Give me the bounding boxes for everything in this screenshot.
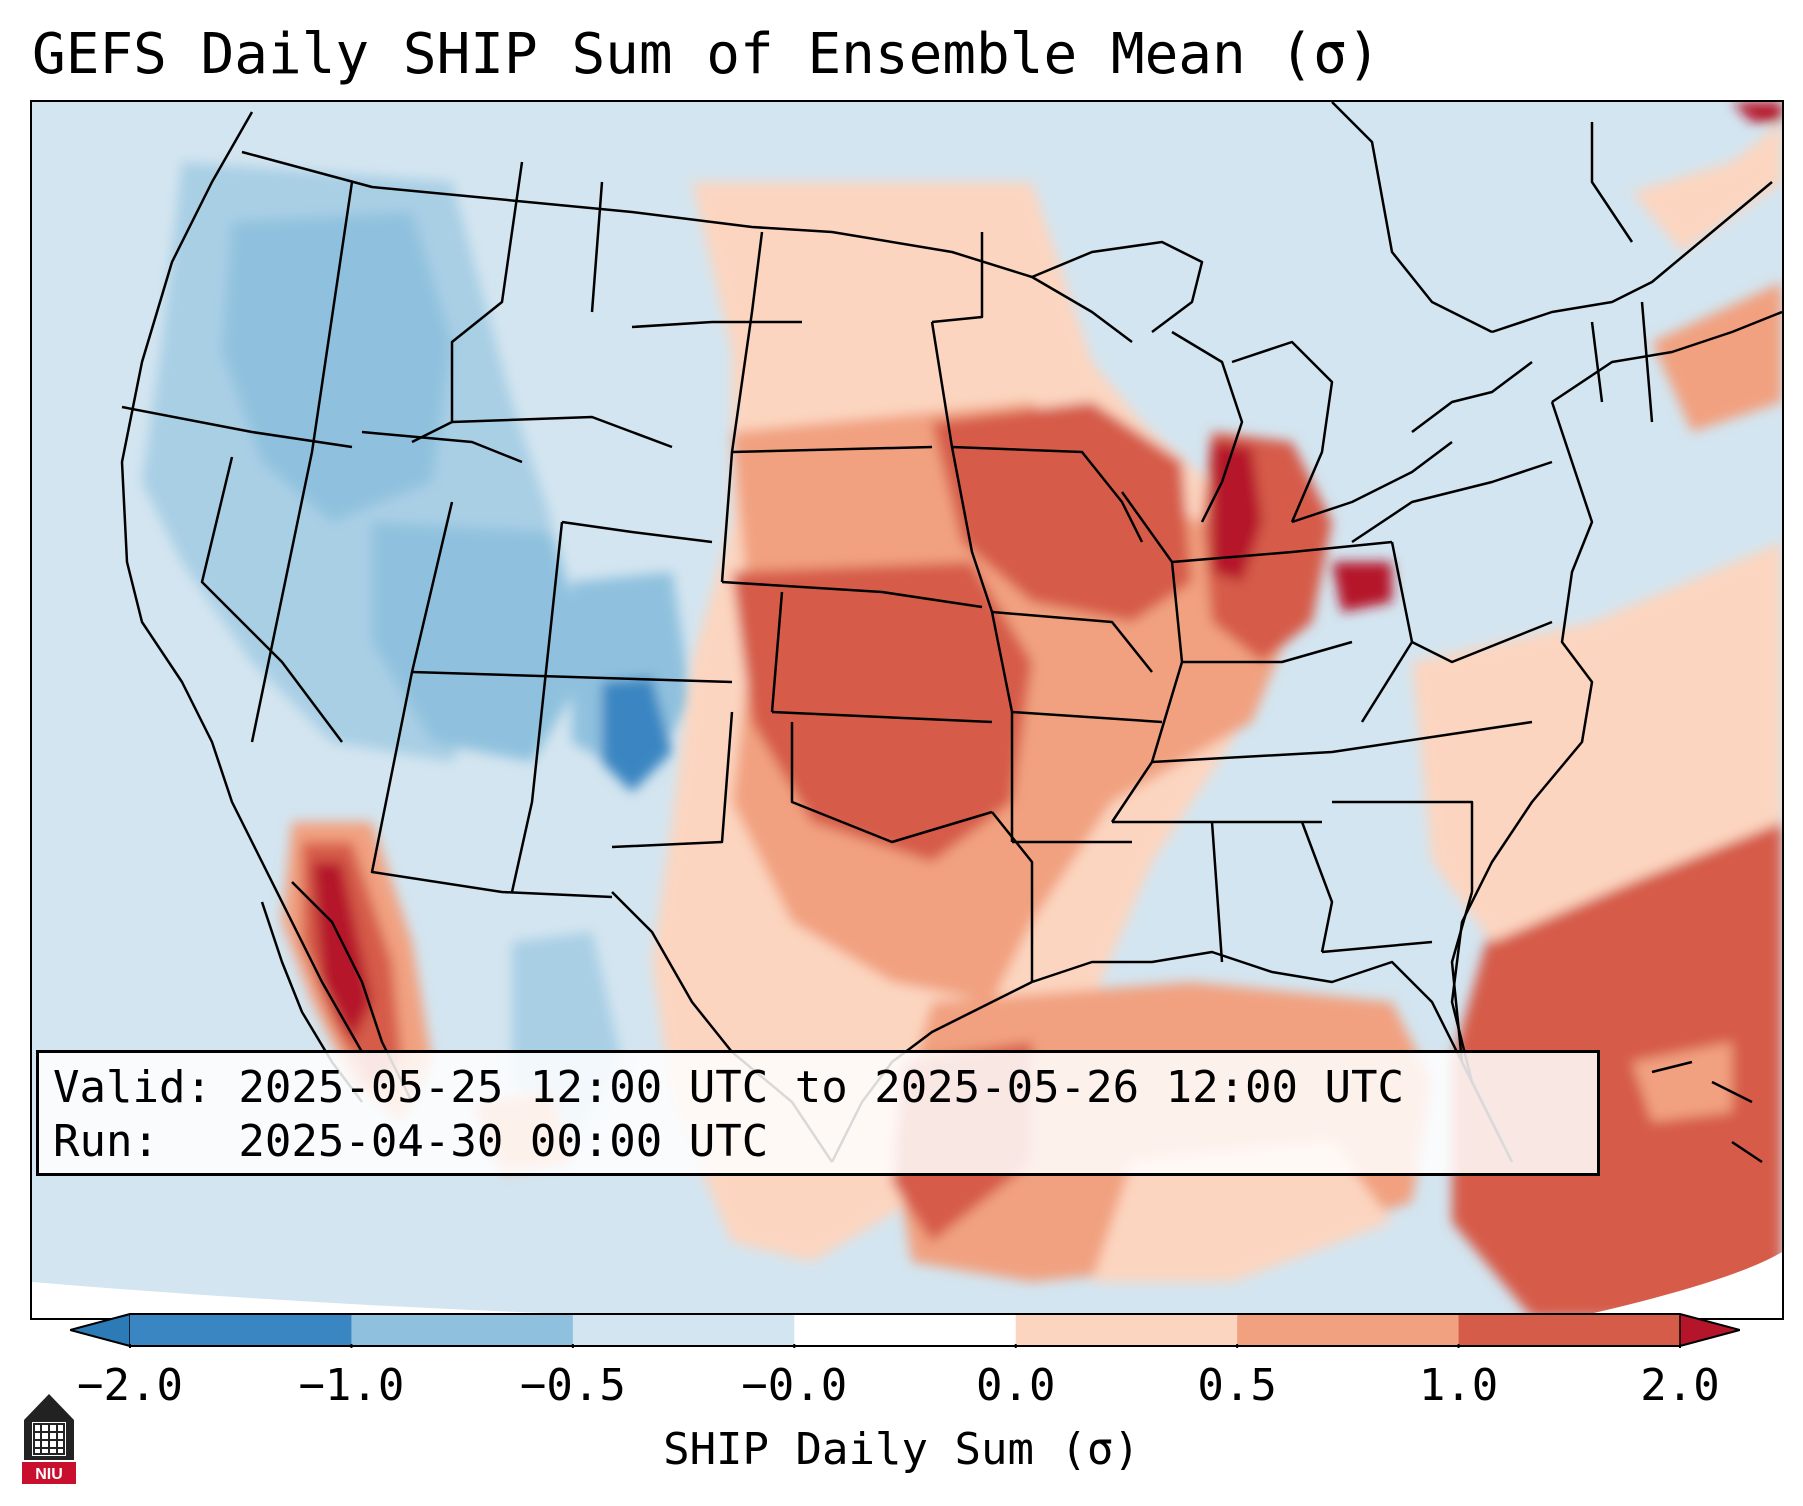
valid-line: Valid: 2025-05-25 12:00 UTC to 2025-05-2…	[53, 1062, 1405, 1113]
colorbar-segment	[1237, 1314, 1460, 1346]
university-seal-icon: NIU	[22, 1394, 76, 1484]
colorbar-tick-label: −0.5	[519, 1360, 626, 1411]
colorbar-extend-high	[1679, 1313, 1740, 1347]
negative-anomaly-region	[142, 162, 692, 1142]
colorbar-segment	[130, 1314, 352, 1346]
run-line: Run: 2025-04-30 00:00 UTC	[53, 1116, 769, 1167]
colorbar-segment	[572, 1314, 795, 1346]
colorbar-label: SHIP Daily Sum (σ)	[663, 1424, 1140, 1475]
colorbar-tick-label: −2.0	[77, 1360, 183, 1411]
colorbar-extend-low	[70, 1313, 131, 1347]
colorbar	[70, 1313, 1740, 1348]
colorbar-tick-label: −1.0	[298, 1360, 405, 1411]
map-title: GEFS Daily SHIP Sum of Ensemble Mean (σ)	[32, 22, 1381, 87]
colorbar-tick-label: 0.5	[1197, 1360, 1277, 1411]
colorbar-tick-label: 0.0	[975, 1360, 1056, 1411]
logo-text: NIU	[35, 1466, 63, 1483]
colorbar-segment	[1458, 1314, 1681, 1346]
colorbar-tick-label: 1.0	[1418, 1360, 1499, 1411]
colorbar-segment	[794, 1314, 1017, 1346]
colorbar-segment	[1015, 1314, 1238, 1346]
boundary-lines	[120, 102, 1782, 1164]
colorbar-segment	[351, 1314, 574, 1346]
colorbar-tick-label: 2.0	[1640, 1360, 1720, 1411]
validity-info-box: Valid: 2025-05-25 12:00 UTC to 2025-05-2…	[36, 1050, 1600, 1176]
colorbar-tick-label: −0.0	[741, 1360, 848, 1411]
